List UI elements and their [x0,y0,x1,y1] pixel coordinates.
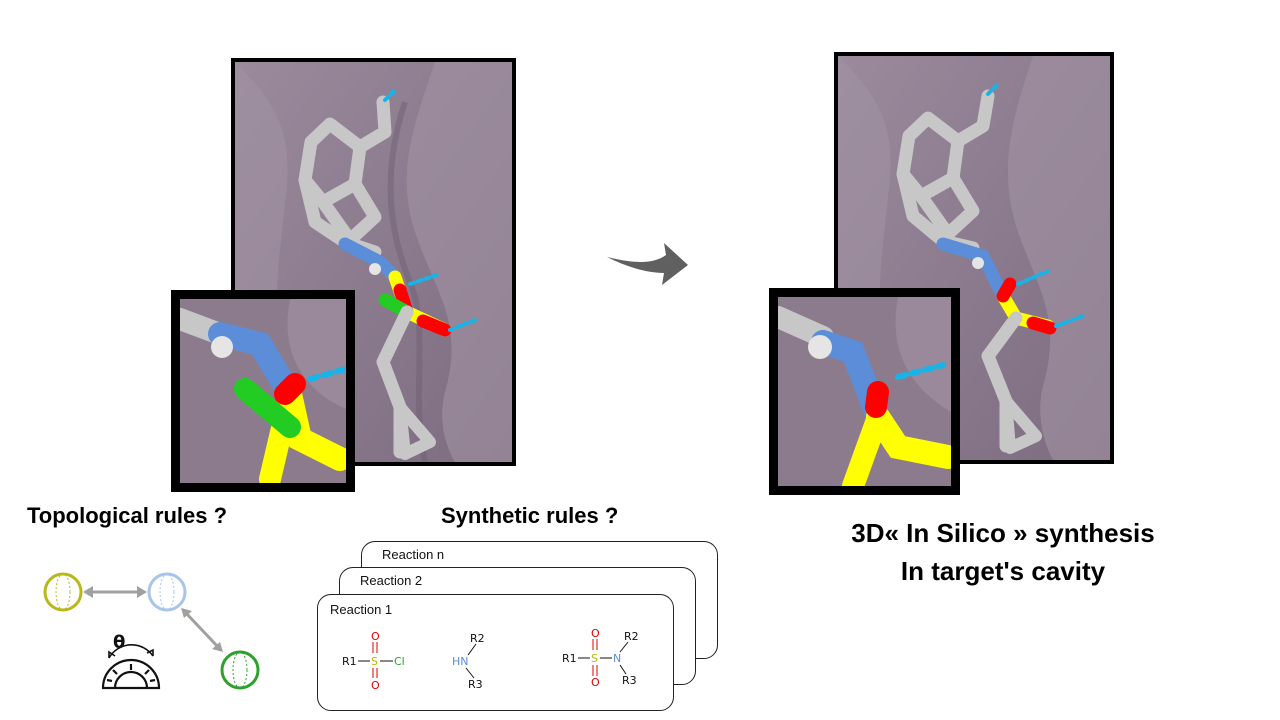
svg-text:R1: R1 [562,652,577,665]
svg-text:N: N [613,652,621,665]
svg-text:S: S [591,652,598,665]
reaction-arrow [607,243,688,285]
amine-structure: HN R2 R3 [452,632,485,691]
svg-text:R2: R2 [470,632,485,645]
svg-text:R3: R3 [468,678,483,691]
sphere-blue [147,572,187,612]
synthetic-rules-label: Synthetic rules ? [441,503,619,528]
topological-rules-label: Topological rules ? [27,503,228,528]
svg-text:O: O [371,679,380,692]
svg-text:O: O [371,630,380,643]
distance-arrows [83,586,223,652]
insilico-line-1: 3D« In Silico » synthesis [851,518,1155,548]
insilico-line-2: In target's cavity [900,556,1106,586]
insilico-synthesis-title: 3D« In Silico » synthesis In target's ca… [808,514,1198,590]
reaction-scheme: R1 S Cl O O HN R2 R3 R [342,627,639,692]
reaction-card-title: Reaction n [382,547,445,562]
protractor-icon [101,644,161,690]
svg-text:O: O [591,627,600,640]
reaction-card-title: Reaction 2 [360,573,423,588]
svg-text:Cl: Cl [394,655,405,668]
sulfonamide-structure: R1 S N O O R2 R3 [562,627,639,689]
svg-text:R2: R2 [624,630,639,643]
left-zoom-inset [171,290,355,492]
svg-text:HN: HN [452,655,469,668]
sulfonyl-chloride-structure: R1 S Cl O O [342,630,405,692]
sphere-yellow [43,572,83,612]
angle-theta: θ [113,632,125,653]
topology-diagram: θ [43,572,260,690]
svg-text:R1: R1 [342,655,357,668]
sphere-green [220,650,260,690]
svg-text:R3: R3 [622,674,637,687]
svg-text:O: O [591,676,600,689]
svg-text:S: S [371,655,378,668]
reaction-card-title: Reaction 1 [330,602,393,617]
reaction-card-1: Reaction 1 R1 S Cl O O HN R2 [317,594,674,711]
right-cavity-view [834,52,1114,464]
right-zoom-inset [769,288,960,495]
